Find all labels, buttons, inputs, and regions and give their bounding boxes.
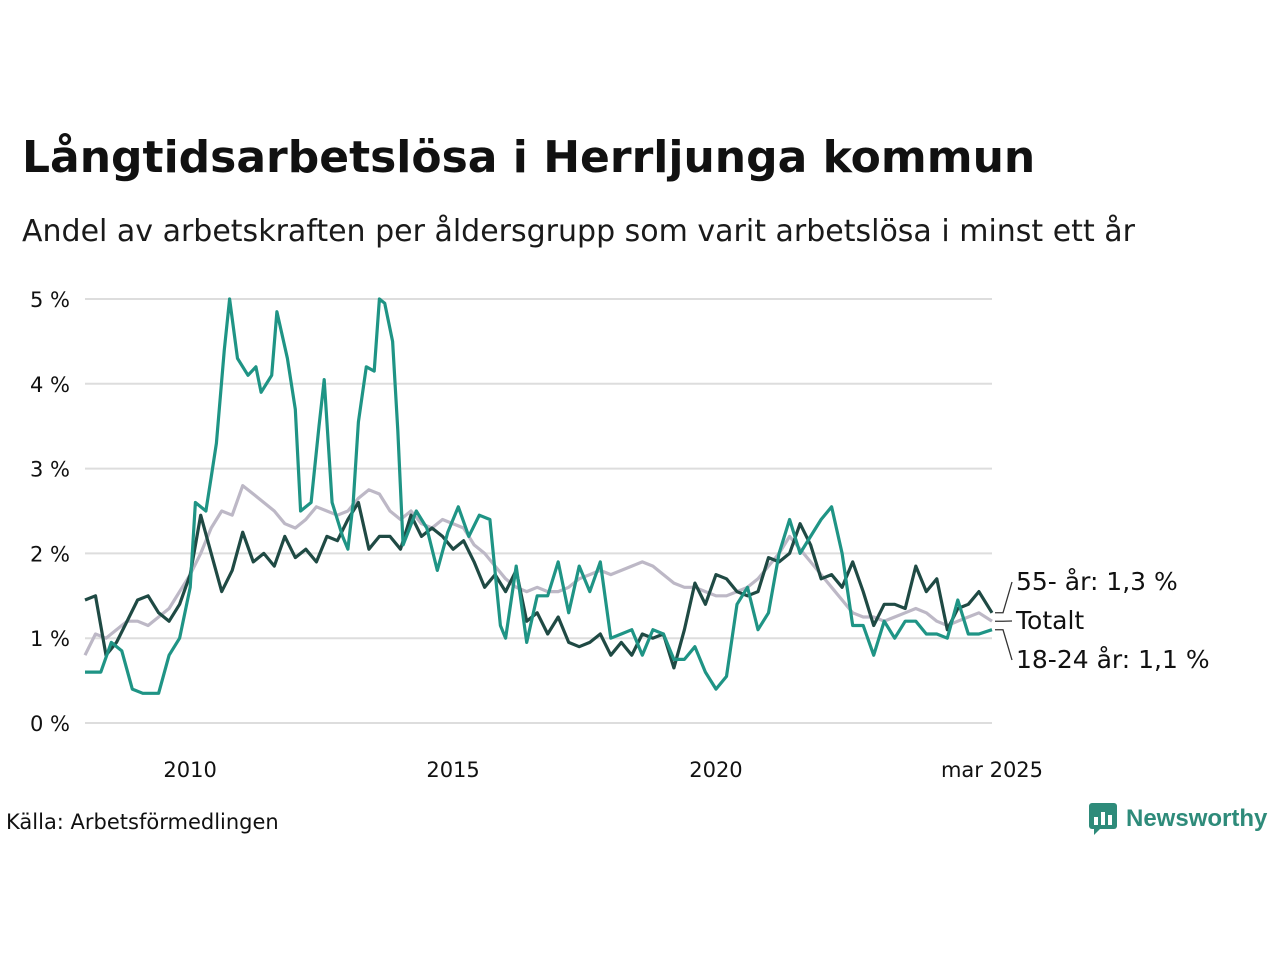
y-tick-label: 5 % xyxy=(30,288,70,312)
x-tick-label: mar 2025 xyxy=(941,758,1043,782)
chart-title: Långtidsarbetslösa i Herrljunga kommun xyxy=(22,132,1036,183)
x-tick-label: 2020 xyxy=(689,758,742,782)
source-note: Källa: Arbetsförmedlingen xyxy=(6,810,279,834)
brand-name: Newsworthy xyxy=(1126,805,1268,832)
series-line xyxy=(85,297,993,695)
label-connector xyxy=(995,581,1013,614)
y-tick-label: 1 % xyxy=(30,627,70,651)
series-line xyxy=(83,484,993,656)
series-end-label: 55- år: 1,3 % xyxy=(1016,567,1178,596)
x-tick-label: 2015 xyxy=(426,758,479,782)
series-end-label: Totalt xyxy=(1015,606,1084,635)
chart-subtitle: Andel av arbetskraften per åldersgrupp s… xyxy=(22,214,1135,249)
series-end-label: 18-24 år: 1,1 % xyxy=(1016,645,1210,674)
chart-bars-icon xyxy=(1089,803,1117,835)
y-tick-label: 2 % xyxy=(30,542,70,566)
y-tick-label: 3 % xyxy=(30,458,70,482)
label-connector xyxy=(995,629,1013,661)
series-line xyxy=(84,500,994,670)
y-tick-label: 4 % xyxy=(30,373,70,397)
newsworthy-logo: Newsworthy xyxy=(1088,802,1267,836)
x-tick-label: 2010 xyxy=(163,758,216,782)
y-tick-label: 0 % xyxy=(30,712,70,736)
